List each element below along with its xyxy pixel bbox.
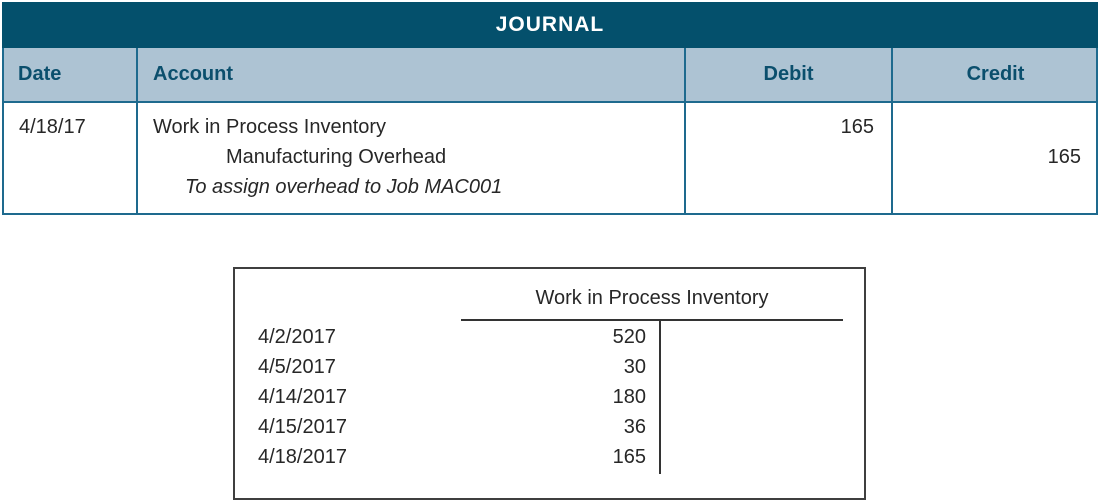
t-account-row-date: 4/18/2017 <box>258 446 347 468</box>
t-account-row: 4/15/2017 36 <box>258 412 646 442</box>
t-account-vertical-rule <box>659 319 661 474</box>
column-header-account: Account <box>138 48 686 101</box>
entry-debit-account-line: Work in Process Inventory <box>153 116 387 138</box>
t-account-row-date: 4/5/2017 <box>258 356 336 378</box>
entry-credit-amount: 165 <box>1047 146 1081 168</box>
journal-column-header-row: Date Account Debit Credit <box>2 48 1098 103</box>
t-account-row-date: 4/14/2017 <box>258 386 347 408</box>
t-account-horizontal-rule <box>461 319 843 321</box>
t-account-row-amount: 30 <box>623 356 646 378</box>
column-header-debit: Debit <box>686 48 893 101</box>
journal-title-band: JOURNAL <box>2 2 1098 48</box>
journal-entry-row: 4/18/17 Work in Process Inventory Manufa… <box>2 103 1098 215</box>
t-account-box: Work in Process Inventory 4/2/2017 520 4… <box>233 267 866 500</box>
entry-date: 4/18/17 <box>4 103 138 213</box>
entry-debit-amount: 165 <box>686 103 893 213</box>
column-header-date: Date <box>4 48 138 101</box>
entry-account-cell: Work in Process Inventory Manufacturing … <box>138 103 686 213</box>
t-account-row: 4/5/2017 30 <box>258 352 646 382</box>
column-header-credit: Credit <box>966 63 1025 85</box>
t-account-row-amount: 520 <box>612 326 646 348</box>
t-account-row-amount: 36 <box>623 416 646 438</box>
t-account-row: 4/2/2017 520 <box>258 322 646 352</box>
entry-memo-line: To assign overhead to Job MAC001 <box>185 176 503 198</box>
t-account-row-date: 4/2/2017 <box>258 326 336 348</box>
t-account-row-date: 4/15/2017 <box>258 416 347 438</box>
journal-table: JOURNAL Date Account Debit Credit 4/18/1… <box>2 2 1098 215</box>
t-account-row: 4/18/2017 165 <box>258 442 646 472</box>
t-account-debit-column: 4/2/2017 520 4/5/2017 30 4/14/2017 180 4… <box>258 322 646 472</box>
t-account-title: Work in Process Inventory <box>535 287 769 309</box>
t-account-row-amount: 165 <box>612 446 646 468</box>
entry-credit-account-line: Manufacturing Overhead <box>226 146 447 168</box>
t-account-row-amount: 180 <box>612 386 646 408</box>
journal-title: JOURNAL <box>495 13 605 36</box>
t-account-row: 4/14/2017 180 <box>258 382 646 412</box>
